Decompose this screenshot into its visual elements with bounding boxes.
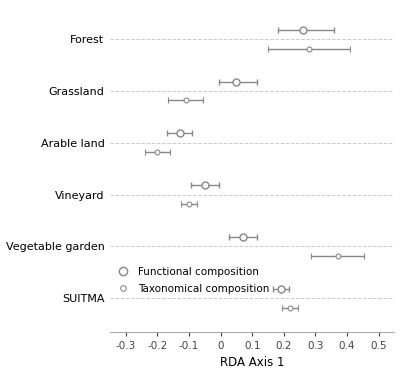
X-axis label: RDA Axis 1: RDA Axis 1 [220,357,284,369]
Legend: Functional composition, Taxonomical composition: Functional composition, Taxonomical comp… [112,267,270,294]
